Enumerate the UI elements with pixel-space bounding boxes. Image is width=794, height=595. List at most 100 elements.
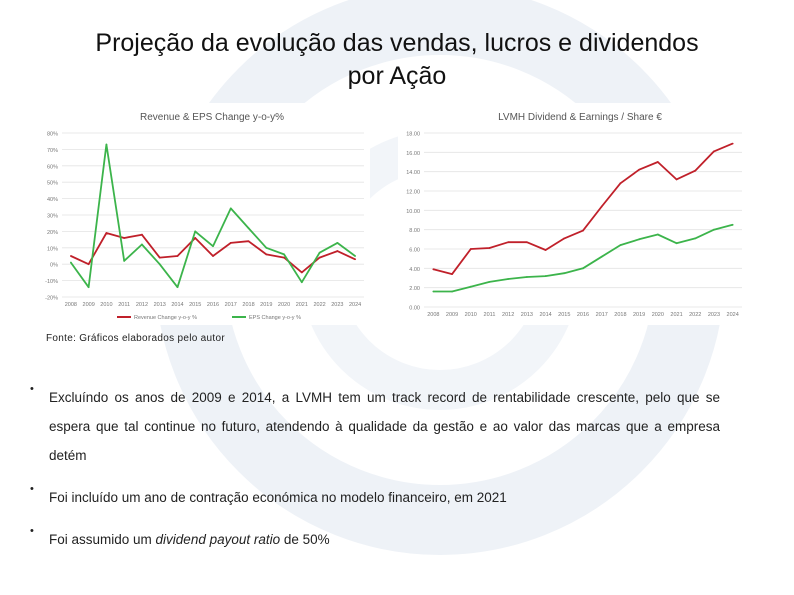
x-tick-label: 2011 [484,312,496,318]
y-tick-label: 18.00 [406,132,420,138]
data-point [336,241,339,244]
data-point [141,233,143,236]
data-point [563,237,566,240]
y-tick-label: -10% [45,279,58,285]
data-point [247,227,250,230]
x-tick-label: 2008 [427,312,439,318]
data-point [469,285,472,288]
data-point [638,238,641,241]
data-point [713,228,715,231]
data-point [265,253,268,256]
data-point [544,249,547,251]
x-tick-label: 2015 [189,302,201,308]
data-point [300,281,303,284]
data-point [283,253,285,256]
x-tick-label: 2023 [708,312,720,318]
series-line-1 [433,223,733,293]
x-tick-label: 2021 [296,302,308,308]
x-tick-label: 2024 [349,302,361,308]
data-point [469,248,472,250]
data-point [525,276,528,278]
legend-label: EPS Change y-o-y % [249,315,301,321]
x-tick-label: 2022 [313,302,325,308]
data-point [229,207,232,210]
x-tick-label: 2009 [446,312,458,318]
y-tick-label: 4.00 [409,267,420,273]
x-tick-label: 2024 [727,312,739,318]
y-tick-label: 20% [47,230,58,236]
bullet-text: Foi incluído um ano de contração económi… [49,490,507,505]
data-point [123,260,126,262]
bullet-text-prefix: Foi assumido um [49,532,156,547]
x-tick-label: 2013 [154,302,166,308]
data-point [318,251,321,254]
x-tick-label: 2019 [260,302,272,308]
data-point [318,256,321,259]
data-point [247,240,250,243]
y-tick-label: 10.00 [406,209,420,215]
bullet-text: Foi assumido um dividend payout ratio de… [49,525,720,554]
bullet-text-suffix: de 50% [280,532,330,547]
x-tick-label: 2013 [521,312,533,318]
data-point [336,250,339,252]
data-point [488,247,491,249]
y-tick-label: 10% [47,246,58,252]
data-point [300,271,303,274]
chart-title: LVMH Dividend & Earnings / Share € [498,112,662,123]
data-point [158,256,161,259]
data-point [656,161,659,163]
y-tick-label: 8.00 [409,228,420,234]
data-point [507,241,510,244]
data-point [582,267,584,270]
data-point [69,261,72,264]
y-tick-label: 2.00 [409,286,420,292]
bullet-text-emphasis: dividend payout ratio [155,532,281,547]
x-tick-label: 2018 [614,312,626,318]
y-tick-label: 0.00 [409,306,420,312]
data-point [212,255,214,257]
slide-title: Projeção da evolução das vendas, lucros … [0,27,794,93]
x-tick-label: 2014 [171,302,183,308]
data-point [87,286,90,289]
data-point [600,205,603,208]
x-tick-label: 2011 [118,302,130,308]
data-point [731,142,734,145]
x-tick-label: 2014 [539,312,551,318]
data-point [656,233,659,236]
x-tick-label: 2009 [83,302,95,308]
x-tick-label: 2017 [225,302,237,308]
data-point [354,255,357,257]
y-tick-label: 30% [47,214,58,220]
x-tick-label: 2016 [207,302,219,308]
data-point [69,255,72,257]
series-line-0 [433,142,733,276]
data-point [544,275,547,277]
data-point [675,178,678,181]
slide-title-line-1: Projeção da evolução das vendas, lucros … [95,29,699,57]
y-tick-label: 70% [47,148,58,154]
y-tick-label: 12.00 [406,190,420,196]
bullet-item-contraction-year: • Foi incluído um ano de contração econó… [30,483,720,512]
data-point [619,244,622,247]
data-point [158,263,161,266]
data-point [354,258,357,261]
x-tick-label: 2020 [278,302,290,308]
data-point [488,280,491,283]
data-point [212,245,214,248]
data-point [675,242,678,245]
y-tick-label: 40% [47,197,58,203]
x-tick-label: 2021 [670,312,682,318]
revenue-eps-change-chart: Revenue & EPS Change y-o-y% -20% -10% 0% 10%… [38,103,370,325]
chart-source-note: Fonte: Gráficos elaborados pelo autor [46,333,225,344]
y-tick-label: 60% [47,164,58,170]
data-point [619,182,622,185]
x-tick-label: 2008 [65,302,77,308]
y-tick-label: 0% [50,263,58,269]
dividend-earnings-per-share-chart: LVMH Dividend & Earnings / Share € 0.00 2.… [398,103,746,325]
bullet-symbol: • [30,525,34,537]
data-point [713,150,715,153]
legend-label: Revenue Change y-o-y % [134,315,197,321]
data-point [265,246,268,249]
y-tick-label: 6.00 [409,248,420,254]
data-point [694,169,697,172]
